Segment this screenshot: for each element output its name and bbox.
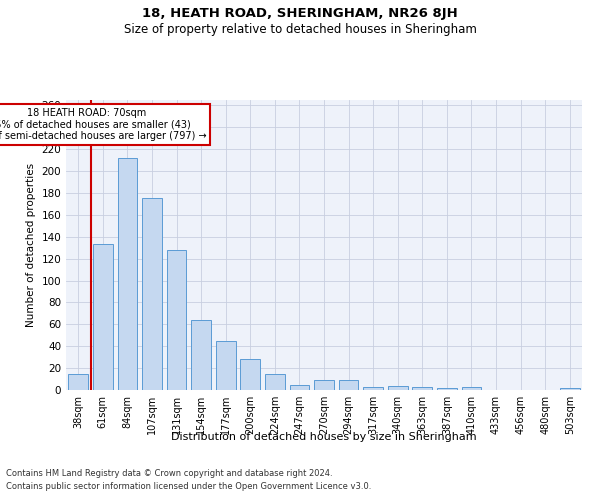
Bar [142,198,162,390]
Bar [364,386,383,390]
Bar [339,380,358,390]
Bar [191,320,211,390]
Bar [388,386,407,390]
Text: Contains public sector information licensed under the Open Government Licence v3: Contains public sector information licen… [6,482,371,491]
Text: Distribution of detached houses by size in Sheringham: Distribution of detached houses by size … [171,432,477,442]
Bar [437,388,457,390]
Bar [93,244,113,390]
Bar [290,384,309,390]
Text: Contains HM Land Registry data © Crown copyright and database right 2024.: Contains HM Land Registry data © Crown c… [6,468,332,477]
Bar [560,388,580,390]
Bar [265,374,284,390]
Text: Size of property relative to detached houses in Sheringham: Size of property relative to detached ho… [124,22,476,36]
Bar [412,386,432,390]
Bar [461,386,481,390]
Text: 18, HEATH ROAD, SHERINGHAM, NR26 8JH: 18, HEATH ROAD, SHERINGHAM, NR26 8JH [142,8,458,20]
Bar [241,360,260,390]
Text: 18 HEATH ROAD: 70sqm
← 5% of detached houses are smaller (43)
94% of semi-detach: 18 HEATH ROAD: 70sqm ← 5% of detached ho… [0,108,206,141]
Bar [167,250,187,390]
Bar [314,380,334,390]
Bar [216,341,236,390]
Bar [68,374,88,390]
Y-axis label: Number of detached properties: Number of detached properties [26,163,36,327]
Bar [118,158,137,390]
